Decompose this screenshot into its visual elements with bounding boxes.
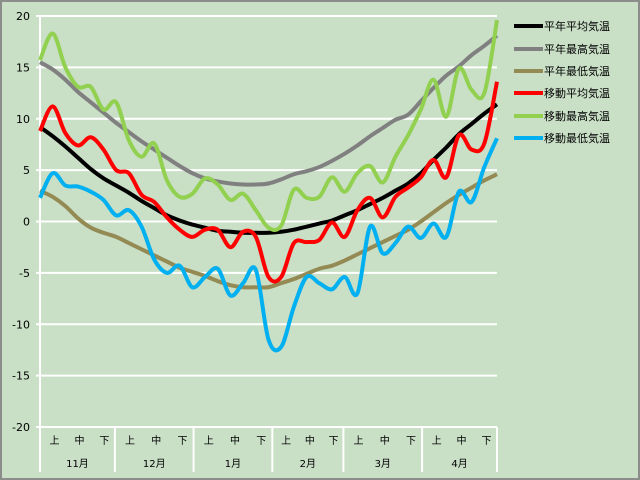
y-tick-label: -10 — [12, 318, 30, 331]
x-decade-label: 下 — [482, 436, 492, 447]
legend-label: 平年最高気温 — [544, 42, 610, 56]
x-month-label: 11月 — [66, 458, 89, 470]
y-tick-label: -5 — [19, 267, 30, 280]
y-tick-label: -15 — [12, 370, 30, 383]
x-month-label: 12月 — [143, 458, 166, 470]
x-decade-label: 上 — [432, 435, 442, 447]
x-month-label: 3月 — [375, 458, 391, 470]
x-decade-label: 上 — [125, 435, 135, 447]
x-decade-label: 中 — [230, 434, 240, 447]
legend-label: 移動最低気温 — [544, 131, 610, 145]
x-decade-label: 上 — [204, 435, 214, 447]
legend-label: 移動平均気温 — [544, 86, 610, 100]
series-lines — [38, 19, 499, 353]
series-line-1 — [38, 102, 499, 235]
x-decade-label: 下 — [177, 436, 187, 447]
x-decade-label: 上 — [281, 435, 291, 447]
series-line-3 — [39, 172, 498, 290]
legend-label: 移動最高気温 — [544, 109, 610, 123]
x-decade-label: 中 — [151, 434, 161, 447]
x-decade-label: 上 — [354, 435, 364, 447]
legend-label: 平年平均気温 — [544, 19, 610, 33]
x-decade-label: 下 — [329, 436, 339, 447]
y-tick-label: 15 — [16, 61, 30, 74]
x-month-label: 4月 — [451, 458, 467, 470]
series-line-6 — [38, 137, 499, 353]
x-decade-label: 中 — [457, 434, 467, 447]
y-tick-label: 20 — [16, 10, 30, 23]
x-decade-label: 中 — [305, 434, 315, 447]
x-decade-label: 中 — [380, 434, 390, 447]
x-month-label: 2月 — [300, 458, 316, 470]
x-decade-label: 下 — [256, 436, 266, 447]
y-tick-label: -20 — [12, 421, 30, 434]
series-line-4 — [38, 81, 499, 284]
x-decade-label: 中 — [74, 434, 84, 447]
y-axis-ticks: 20 15 10 5 0 -5 -10 -15 -20 — [12, 10, 30, 434]
series-line-2 — [39, 33, 499, 187]
y-tick-label: 5 — [23, 164, 30, 177]
x-decade-label: 下 — [99, 436, 109, 447]
y-tick-label: 10 — [16, 113, 30, 126]
x-month-label: 1月 — [225, 458, 241, 470]
series-line-5 — [38, 19, 499, 232]
legend-label: 平年最低気温 — [544, 64, 610, 78]
y-tick-label: 0 — [23, 216, 30, 229]
x-decade-label: 上 — [49, 435, 59, 447]
x-axis-categories: 上中下11月上中下12月上中下1月上中下2月上中下3月上中下4月 — [49, 434, 491, 470]
x-decade-label: 下 — [406, 436, 416, 447]
